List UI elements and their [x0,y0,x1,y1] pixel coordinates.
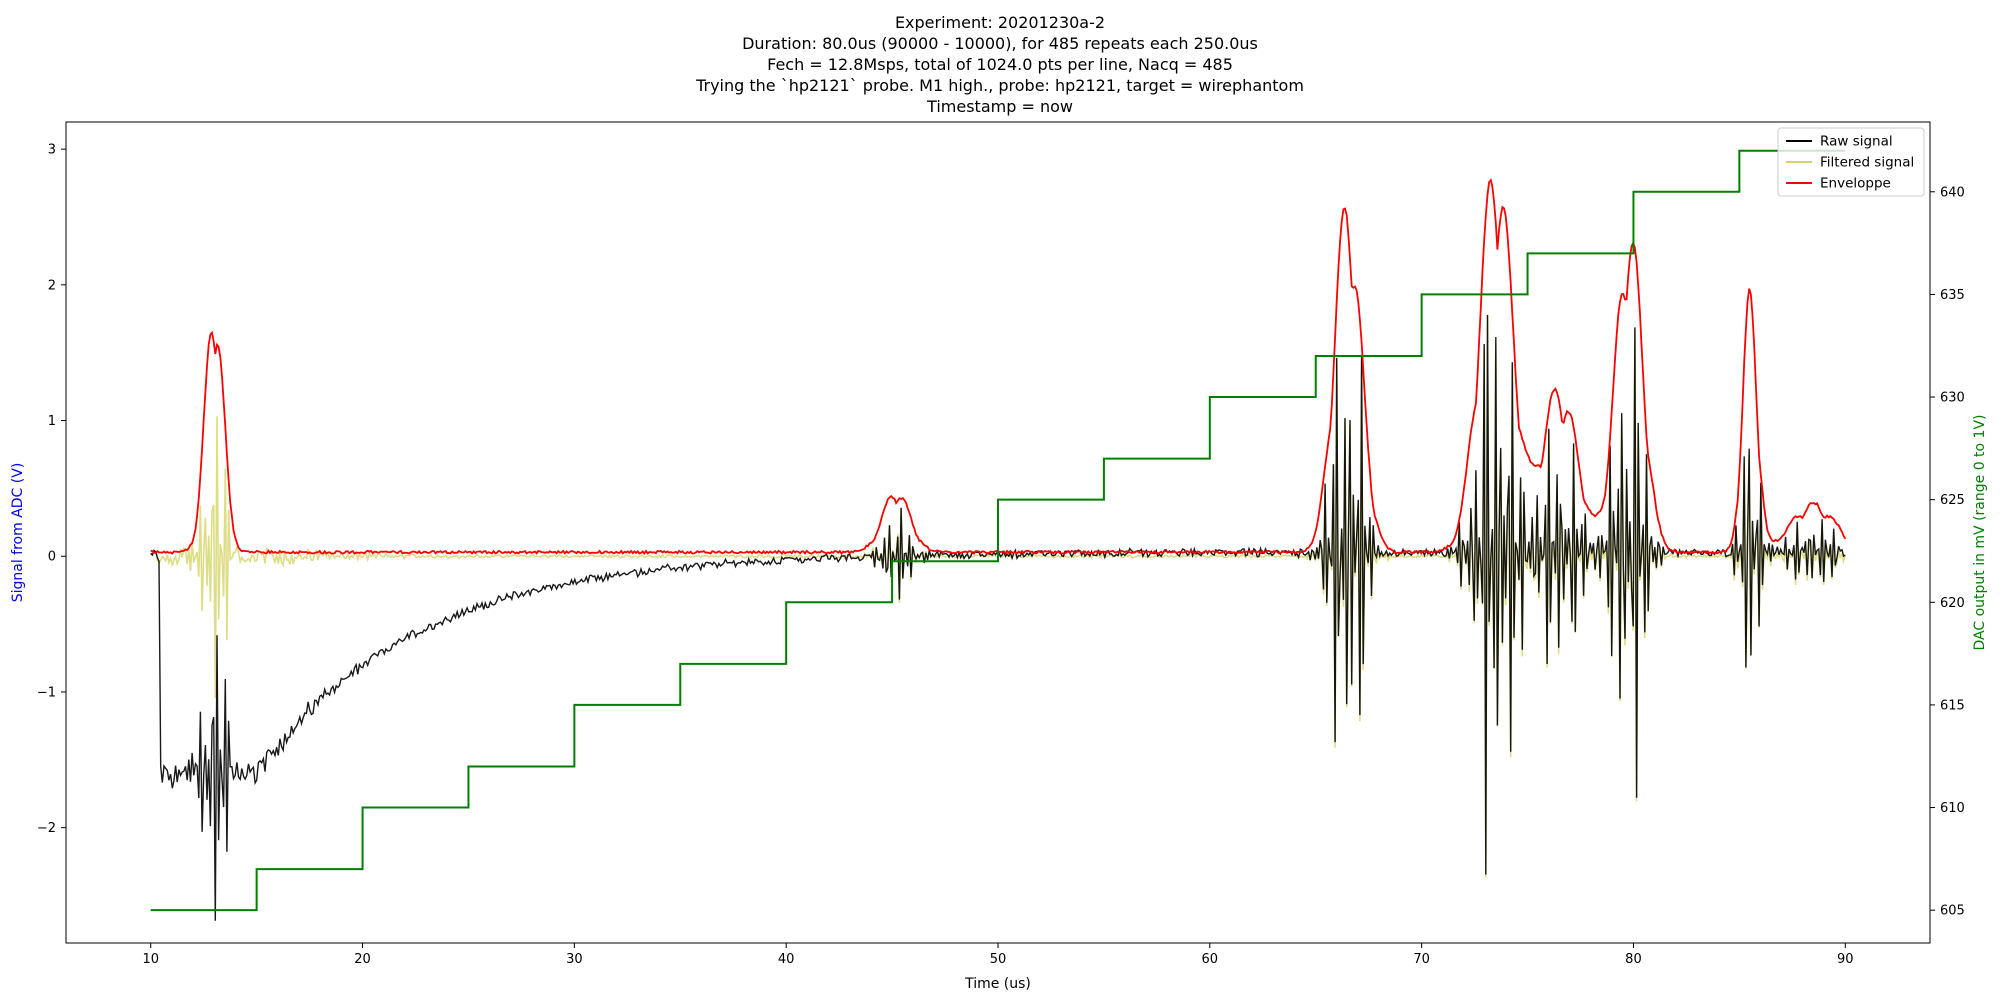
x-tick-label: 40 [778,952,795,967]
x-tick-label: 50 [990,952,1007,967]
y-left-tick-label: −2 [37,821,56,836]
x-tick-label: 60 [1202,952,1219,967]
title-line: Fech = 12.8Msps, total of 1024.0 pts per… [767,55,1233,74]
y-right-tick-label: 635 [1940,288,1965,303]
series-envelope [150,178,1847,556]
y-right-tick-label: 610 [1940,801,1965,816]
chart-title: Experiment: 20201230a-2 Duration: 80.0us … [695,13,1304,116]
x-tick-label: 20 [354,952,371,967]
legend: Raw signal Filtered signal Enveloppe [1777,127,1925,197]
y-left-tick-label: 1 [48,414,56,429]
x-tick-label: 90 [1837,952,1854,967]
y-axis-left-label: Signal from ADC (V) [10,463,26,603]
x-axis-label: Time (us) [964,976,1031,992]
x-tick-label: 70 [1413,952,1430,967]
series-filtered [150,315,1847,878]
y-axis-right: 605 610 615 620 625 630 635 640 [1930,185,1965,919]
legend-label-envelope: Enveloppe [1820,176,1891,192]
y-axis-right-label: DAC output in mV (range 0 to 1V) [1972,414,1988,650]
legend-label-filtered: Filtered signal [1820,155,1914,171]
x-tick-label: 30 [566,952,583,967]
x-axis: 10 20 30 40 50 60 70 80 90 [142,943,1854,967]
title-line: Experiment: 20201230a-2 [895,13,1105,32]
y-axis-left: −2 −1 0 1 2 3 [37,143,66,836]
legend-box [1777,127,1925,197]
x-tick-label: 80 [1625,952,1642,967]
y-left-tick-label: 0 [48,550,56,565]
y-right-tick-label: 640 [1940,185,1965,200]
title-line: Timestamp = now [926,97,1073,116]
y-left-tick-label: −1 [37,685,56,700]
title-line: Duration: 80.0us (90000 - 10000), for 48… [742,34,1258,53]
y-left-tick-label: 2 [48,278,56,293]
y-right-tick-label: 630 [1940,391,1965,406]
y-right-tick-label: 605 [1940,904,1965,919]
legend-label-raw: Raw signal [1820,134,1893,150]
plot-area [150,149,1847,921]
y-right-tick-label: 625 [1940,493,1965,508]
y-left-tick-label: 3 [48,143,56,158]
series-raw [150,314,1846,921]
y-right-tick-label: 615 [1940,698,1965,713]
title-line: Trying the `hp2121` probe. M1 high., pro… [695,76,1304,95]
series-dac-output [150,149,1846,912]
y-right-tick-label: 620 [1940,596,1965,611]
x-tick-label: 10 [142,952,159,967]
